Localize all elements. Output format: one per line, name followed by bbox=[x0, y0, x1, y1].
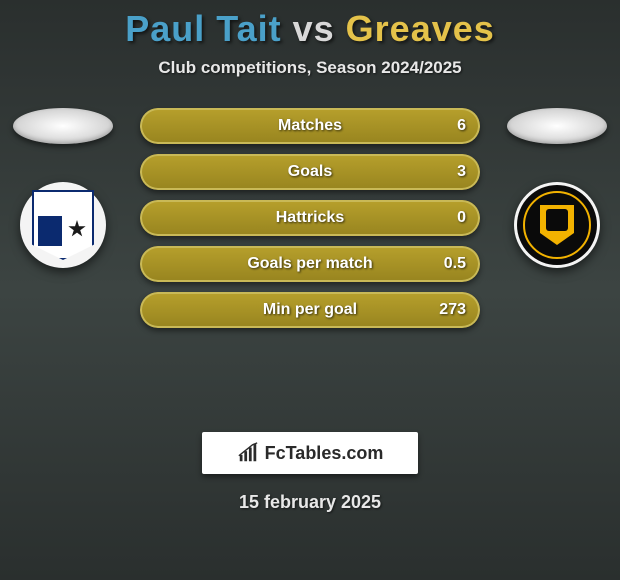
player1-name: Paul Tait bbox=[125, 8, 281, 49]
subtitle: Club competitions, Season 2024/2025 bbox=[0, 58, 620, 78]
match-date: 15 february 2025 bbox=[0, 492, 620, 513]
stat-value-right: 0.5 bbox=[444, 246, 466, 282]
stat-label: Goals bbox=[140, 154, 480, 190]
stat-value-right: 273 bbox=[439, 292, 466, 328]
player1-club-badge bbox=[20, 182, 106, 268]
stat-label: Matches bbox=[140, 108, 480, 144]
player1-avatar bbox=[13, 108, 113, 144]
stat-bar: Goals3 bbox=[140, 154, 480, 190]
player2-column bbox=[502, 108, 612, 268]
stat-value-right: 0 bbox=[457, 200, 466, 236]
chart-icon bbox=[237, 442, 259, 464]
stat-bar: Matches6 bbox=[140, 108, 480, 144]
stat-bar: Min per goal273 bbox=[140, 292, 480, 328]
barrow-crest-icon bbox=[32, 190, 94, 260]
player1-column bbox=[8, 108, 118, 268]
vs-separator: vs bbox=[293, 8, 335, 49]
stat-bar: Goals per match0.5 bbox=[140, 246, 480, 282]
branding-text: FcTables.com bbox=[265, 443, 384, 464]
stats-bars: Matches6Goals3Hattricks0Goals per match0… bbox=[140, 108, 480, 338]
page-title: Paul Tait vs Greaves bbox=[0, 0, 620, 50]
branding-badge[interactable]: FcTables.com bbox=[202, 432, 418, 474]
comparison-panel: Matches6Goals3Hattricks0Goals per match0… bbox=[0, 108, 620, 428]
stat-value-right: 6 bbox=[457, 108, 466, 144]
player2-club-badge bbox=[514, 182, 600, 268]
stat-value-right: 3 bbox=[457, 154, 466, 190]
player2-avatar bbox=[507, 108, 607, 144]
newport-crest-icon bbox=[517, 185, 597, 265]
stat-label: Hattricks bbox=[140, 200, 480, 236]
stat-label: Min per goal bbox=[140, 292, 480, 328]
player2-name: Greaves bbox=[346, 8, 495, 49]
stat-label: Goals per match bbox=[140, 246, 480, 282]
stat-bar: Hattricks0 bbox=[140, 200, 480, 236]
